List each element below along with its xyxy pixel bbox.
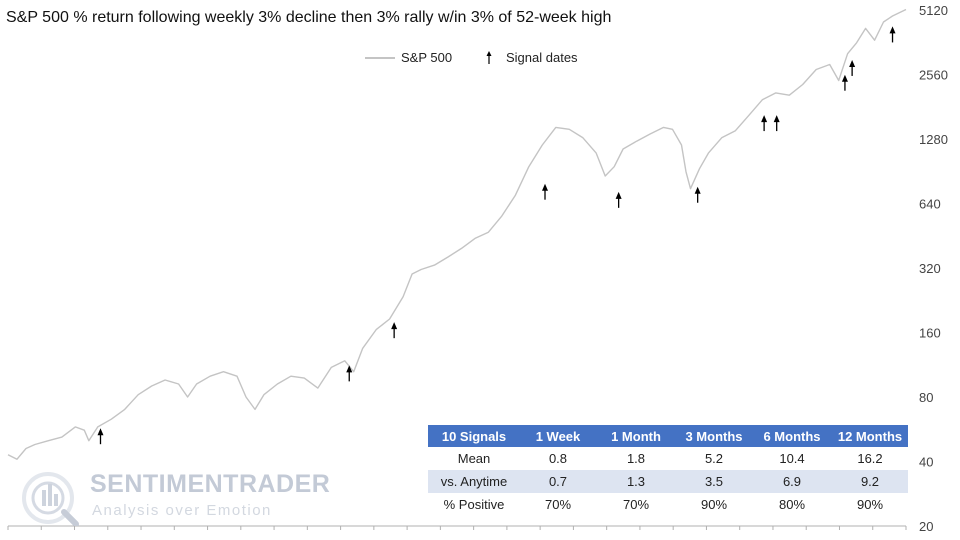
watermark-title: SENTIMENTRADER <box>90 470 331 498</box>
signal-arrow <box>773 115 780 132</box>
table-header-cell: 1 Month <box>596 425 676 447</box>
table-cell: 90% <box>676 493 752 516</box>
legend: S&P 500 Signal dates <box>365 50 578 65</box>
table-row: Mean 0.8 1.8 5.2 10.4 16.2 <box>428 447 908 470</box>
y-tick-label: 640 <box>919 197 941 212</box>
y-tick-label: 20 <box>919 519 933 534</box>
table-cell: 1.3 <box>596 470 676 493</box>
signal-arrow <box>97 428 104 445</box>
table-cell: 9.2 <box>832 470 908 493</box>
table-row: vs. Anytime 0.7 1.3 3.5 6.9 9.2 <box>428 470 908 493</box>
chart-title: S&P 500 % return following weekly 3% dec… <box>6 9 612 26</box>
table-cell: 5.2 <box>676 447 752 470</box>
signal-arrow <box>391 322 398 339</box>
legend-series-label: S&P 500 <box>401 50 452 65</box>
y-tick-label: 5120 <box>919 3 948 18</box>
signals-layer <box>97 26 896 445</box>
table-cell: 80% <box>752 493 832 516</box>
table-header-cell: 12 Months <box>832 425 908 447</box>
signal-arrow <box>694 186 701 203</box>
signal-arrow <box>761 115 768 132</box>
table-cell: 10.4 <box>752 447 832 470</box>
y-tick-label: 40 <box>919 455 933 470</box>
series-layer <box>7 8 907 460</box>
x-axis <box>7 525 907 530</box>
table-cell: 90% <box>832 493 908 516</box>
signal-arrow <box>615 191 622 208</box>
table-row: % Positive 70% 70% 90% 80% 90% <box>428 493 908 516</box>
y-tick-label: 80 <box>919 390 933 405</box>
table-header-cell: 10 Signals <box>428 425 520 447</box>
y-tick-label: 320 <box>919 261 941 276</box>
y-tick-label: 160 <box>919 326 941 341</box>
legend-arrow-icon <box>486 51 492 64</box>
series-line-sp500 <box>7 8 907 460</box>
signal-stats-table: 10 Signals 1 Week 1 Month 3 Months 6 Mon… <box>428 425 908 516</box>
legend-signal-label: Signal dates <box>506 50 578 65</box>
y-tick-label: 1280 <box>919 132 948 147</box>
signal-arrow <box>849 59 856 76</box>
table-cell: 16.2 <box>832 447 908 470</box>
y-tick-label: 2560 <box>919 68 948 83</box>
table-cell: 1.8 <box>596 447 676 470</box>
table-header-cell: 6 Months <box>752 425 832 447</box>
signal-arrow <box>542 183 549 200</box>
table-cell: 3.5 <box>676 470 752 493</box>
watermark-subtitle: Analysis over Emotion <box>92 502 272 519</box>
signal-arrow <box>889 26 896 43</box>
table-cell: vs. Anytime <box>428 470 520 493</box>
table-header-cell: 1 Week <box>520 425 596 447</box>
logo-gauge-icon <box>22 472 79 526</box>
signal-arrow <box>346 365 353 382</box>
table-header-row: 10 Signals 1 Week 1 Month 3 Months 6 Mon… <box>428 425 908 447</box>
table-cell: 0.7 <box>520 470 596 493</box>
table-cell: 6.9 <box>752 470 832 493</box>
table-cell: 70% <box>596 493 676 516</box>
table-cell: 70% <box>520 493 596 516</box>
table-header-cell: 3 Months <box>676 425 752 447</box>
y-axis-labels: 20 40 80 160 320 640 1280 2560 5120 <box>919 3 948 534</box>
table-cell: % Positive <box>428 493 520 516</box>
watermark-logo: SENTIMENTRADER Analysis over Emotion <box>20 470 330 526</box>
table-cell: 0.8 <box>520 447 596 470</box>
table-cell: Mean <box>428 447 520 470</box>
signal-arrow <box>841 74 848 91</box>
